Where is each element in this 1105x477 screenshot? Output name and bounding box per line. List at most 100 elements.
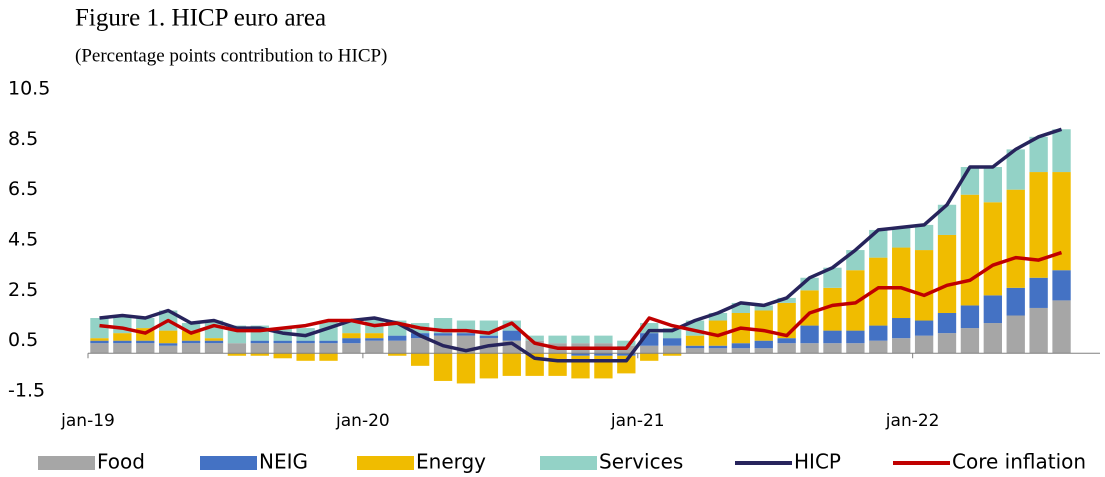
bar	[640, 353, 659, 361]
bar	[594, 353, 613, 356]
bar	[640, 323, 659, 334]
bar	[846, 330, 865, 344]
line	[99, 250, 1063, 350]
bar	[296, 353, 315, 361]
bar	[914, 320, 934, 336]
bar	[892, 227, 911, 248]
bar	[90, 340, 109, 344]
bar	[892, 247, 911, 319]
bar	[1006, 315, 1025, 354]
bar	[937, 333, 957, 354]
bar	[1052, 300, 1071, 354]
bar	[548, 353, 567, 376]
bar	[1029, 307, 1048, 354]
legend-swatch	[200, 456, 257, 470]
bar	[433, 353, 453, 381]
bar	[136, 318, 155, 329]
bar	[914, 335, 934, 354]
bar	[823, 343, 842, 354]
bar	[754, 310, 773, 341]
bar	[960, 328, 980, 354]
bar	[662, 338, 682, 346]
bar	[502, 330, 521, 341]
bar	[846, 270, 865, 331]
bar	[388, 335, 407, 341]
bar	[846, 343, 865, 354]
bar	[960, 194, 980, 306]
legend-label: Core inflation	[952, 450, 1086, 474]
bar	[1029, 136, 1048, 173]
legend-swatch	[357, 456, 414, 470]
bar	[662, 328, 682, 339]
bar	[937, 204, 957, 235]
bar	[479, 335, 499, 339]
bar	[983, 167, 1002, 203]
legend-label: Food	[97, 450, 145, 474]
bar	[617, 340, 636, 346]
bar	[410, 338, 430, 354]
bar	[777, 343, 796, 354]
bar	[662, 345, 682, 354]
bar	[365, 333, 384, 339]
bar	[914, 224, 934, 251]
bar	[869, 325, 888, 341]
bar	[181, 340, 201, 344]
bar	[617, 353, 636, 356]
y-tick-label: -1.5	[8, 380, 45, 402]
bar	[433, 333, 453, 336]
y-tick-label: 4.5	[8, 229, 38, 251]
bar	[823, 330, 842, 344]
bar	[800, 325, 819, 344]
bar	[273, 340, 292, 344]
bar	[983, 295, 1002, 324]
bar	[204, 340, 224, 344]
bar	[342, 333, 361, 339]
bar	[708, 345, 728, 349]
y-tick-label: 2.5	[8, 279, 38, 301]
bar	[181, 343, 201, 354]
bar	[1006, 189, 1025, 288]
bar	[365, 340, 384, 354]
bar	[342, 338, 361, 344]
bar	[250, 343, 269, 354]
y-tick-label: 0.5	[8, 329, 38, 351]
bar	[708, 348, 728, 354]
bar	[937, 234, 957, 313]
bar	[1052, 172, 1071, 271]
y-tick-label: 6.5	[8, 178, 38, 200]
bar	[754, 340, 773, 349]
bar	[456, 353, 476, 384]
bar	[1006, 149, 1025, 190]
legend-label: NEIG	[259, 450, 308, 474]
bar	[181, 330, 201, 341]
x-tick-label: jan-20	[335, 411, 390, 431]
bar	[685, 348, 705, 354]
bar	[136, 340, 155, 344]
bar	[892, 338, 911, 354]
legend-label: Services	[599, 450, 683, 474]
bar	[731, 348, 751, 354]
bar	[777, 297, 796, 303]
bar	[1052, 270, 1071, 301]
bar	[113, 343, 132, 354]
bar	[754, 348, 773, 354]
bar	[571, 335, 590, 344]
bar	[571, 353, 590, 356]
bar	[937, 312, 957, 334]
bar	[342, 343, 361, 354]
bar	[365, 338, 384, 341]
bar	[983, 202, 1002, 296]
bar	[90, 318, 109, 339]
bar	[892, 318, 911, 339]
bar	[296, 340, 315, 344]
bar	[594, 335, 613, 344]
bar	[502, 320, 521, 331]
line	[99, 127, 1063, 363]
bar	[319, 340, 338, 344]
bar	[800, 343, 819, 354]
bar	[319, 353, 338, 361]
chart-title: Figure 1. HICP euro area	[75, 5, 326, 32]
bar	[456, 333, 476, 336]
legend-swatch	[38, 456, 95, 470]
